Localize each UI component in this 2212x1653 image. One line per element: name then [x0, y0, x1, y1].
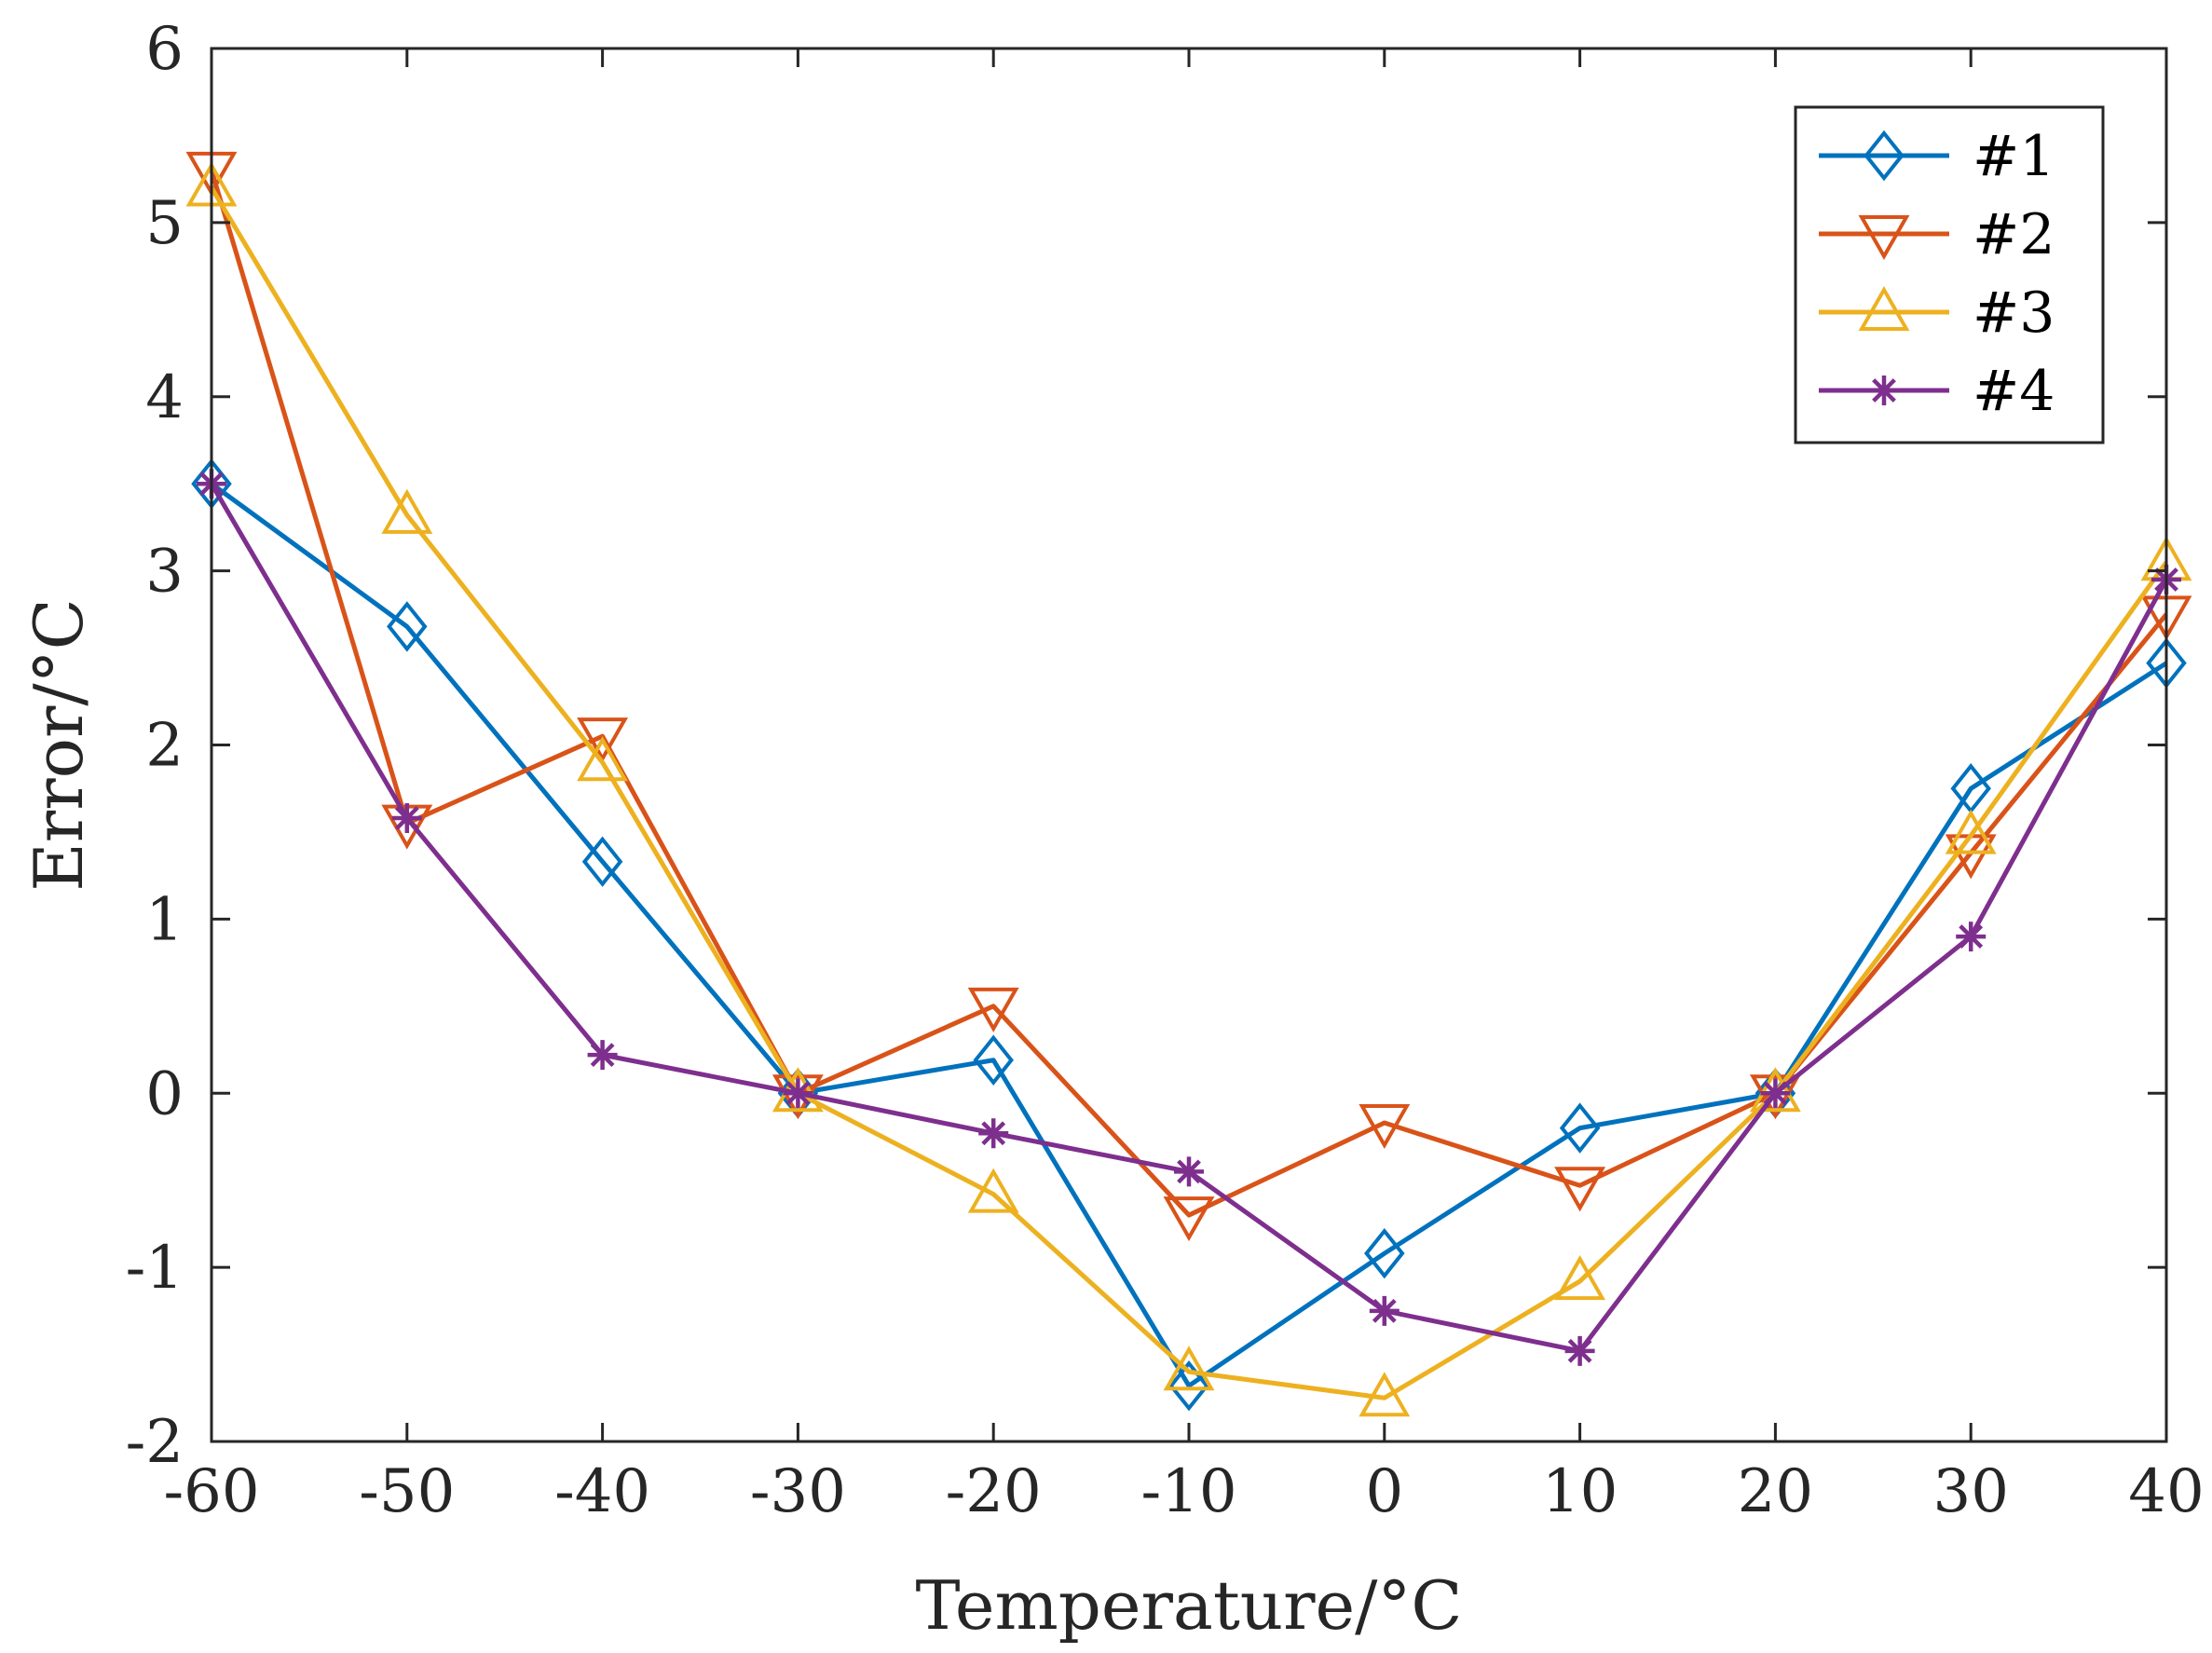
data-point — [978, 1118, 1009, 1149]
data-point — [1749, 1074, 1801, 1120]
legend-label: #2 — [1973, 202, 2055, 267]
data-point — [1559, 1102, 1601, 1154]
legend-label: #1 — [1973, 124, 2055, 189]
legend-item: #2 — [1819, 202, 2055, 267]
x-tick-label: 10 — [1542, 1457, 1618, 1526]
data-point — [581, 836, 623, 887]
data-point — [1760, 1078, 1791, 1109]
data-point — [783, 1078, 813, 1109]
legend-item: #3 — [1819, 280, 2055, 346]
data-point — [587, 1040, 618, 1071]
y-tick-label: 3 — [145, 538, 184, 607]
x-tick-label: 30 — [1932, 1457, 2008, 1526]
axes: -60 -50 -40 -30 -20 -10 0 10 20 30 40-2-10123456Te… — [20, 15, 2205, 1645]
data-point — [1749, 1067, 1801, 1113]
y-tick-label: 2 — [145, 712, 184, 781]
data-point — [1554, 1255, 1606, 1301]
legend-marker — [1869, 376, 1899, 405]
data-point — [1554, 1167, 1606, 1212]
legend-item: #4 — [1819, 359, 2055, 424]
data-point — [1956, 922, 1987, 952]
y-tick-label: 5 — [145, 189, 184, 258]
data-point — [1163, 1196, 1215, 1242]
data-point — [381, 488, 433, 534]
x-tick-label: 40 — [2128, 1457, 2204, 1526]
x-tick-label: -60 — [163, 1457, 259, 1526]
data-point — [1369, 1295, 1400, 1326]
x-tick-label: -50 — [359, 1457, 455, 1526]
series-3 — [185, 161, 2192, 1417]
series-line — [209, 186, 2169, 1400]
legend-item: #1 — [1819, 124, 2055, 189]
series-line — [209, 170, 2168, 1218]
plot-area — [185, 151, 2192, 1417]
data-point — [967, 1168, 1019, 1213]
series-line — [210, 482, 2168, 1388]
legend-marker — [1858, 215, 1910, 261]
data-point — [1564, 1335, 1595, 1366]
data-point — [1359, 1104, 1411, 1150]
data-point — [577, 736, 629, 782]
legend-label: #4 — [1973, 359, 2055, 424]
y-tick-label: 6 — [145, 15, 184, 84]
x-tick-label: 0 — [1365, 1457, 1403, 1526]
y-axis-title: Error/°C — [20, 598, 98, 892]
data-point — [577, 717, 629, 763]
legend-box — [1794, 105, 2105, 444]
data-point — [1168, 1359, 1209, 1412]
data-point — [1359, 1372, 1411, 1417]
legend: #1 #2 #3 #4 — [1794, 105, 2105, 444]
data-point — [1174, 1156, 1204, 1187]
data-point — [1163, 1346, 1215, 1391]
x-tick-label: -20 — [946, 1457, 1042, 1526]
x-tick-label: -30 — [750, 1457, 846, 1526]
y-tick-label: -1 — [126, 1234, 184, 1303]
data-point — [973, 1034, 1014, 1086]
data-point — [387, 601, 428, 652]
x-axis-title: Temperature/°C — [915, 1566, 1462, 1645]
x-tick-label: 20 — [1738, 1457, 1813, 1526]
y-tick-label: 0 — [145, 1059, 184, 1128]
x-tick-label: -40 — [554, 1457, 650, 1526]
x-tick-label: -10 — [1140, 1457, 1236, 1526]
data-point — [1364, 1227, 1405, 1279]
y-tick-label: -2 — [126, 1408, 184, 1477]
legend-label: #3 — [1973, 280, 2055, 346]
y-tick-label: 1 — [145, 885, 184, 954]
y-tick-label: 4 — [145, 363, 184, 432]
legend-marker — [1858, 285, 1910, 331]
data-point — [1945, 809, 1997, 854]
data-point — [391, 802, 422, 833]
legend-marker — [1864, 130, 1905, 182]
data-point — [967, 987, 1019, 1032]
